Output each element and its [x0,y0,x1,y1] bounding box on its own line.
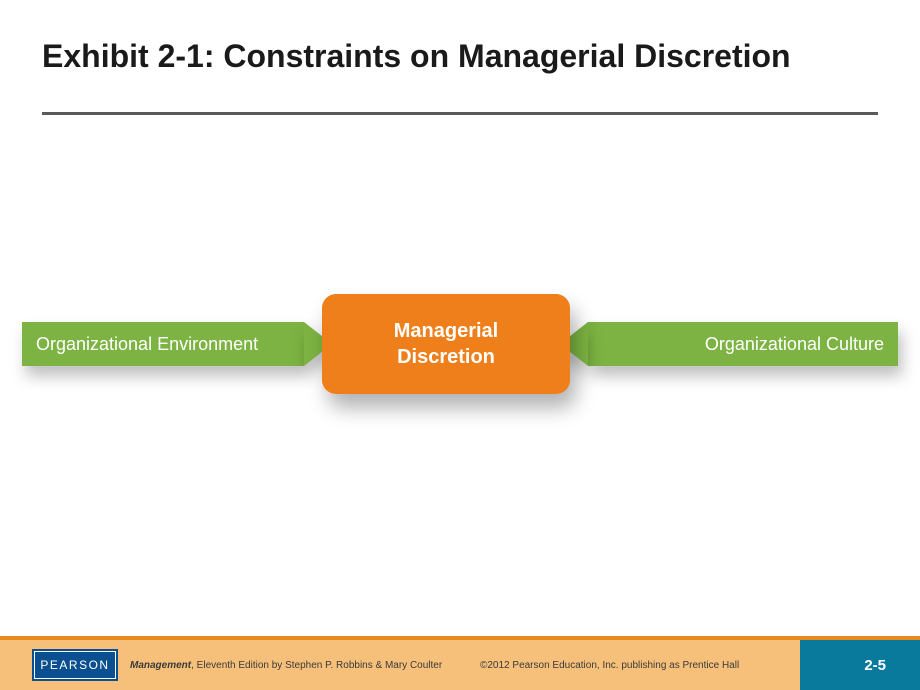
org-environment-bar: Organizational Environment [22,322,304,366]
pearson-logo: PEARSON [34,651,116,679]
book-title: Management [130,660,191,671]
footer-bar: PEARSON Management, Eleventh Edition by … [0,640,920,690]
page-number-bg [800,640,920,690]
slide: Exhibit 2-1: Constraints on Managerial D… [0,0,920,690]
center-line2: Discretion [397,344,495,370]
footer-copyright: ©2012 Pearson Education, Inc. publishing… [480,660,739,671]
footer-book-info: Management, Eleventh Edition by Stephen … [130,660,442,671]
managerial-discretion-box: Managerial Discretion [322,294,570,394]
org-environment-label: Organizational Environment [36,334,258,355]
center-line1: Managerial [394,318,498,344]
constraints-diagram: Organizational Environment Organizationa… [22,294,898,414]
org-culture-bar: Organizational Culture [588,322,898,366]
edition-text: , Eleventh Edition by Stephen P. Robbins… [191,660,442,671]
org-culture-label: Organizational Culture [705,334,884,355]
page-number: 2-5 [864,657,886,674]
title-rule [42,112,878,115]
slide-title: Exhibit 2-1: Constraints on Managerial D… [42,38,878,75]
